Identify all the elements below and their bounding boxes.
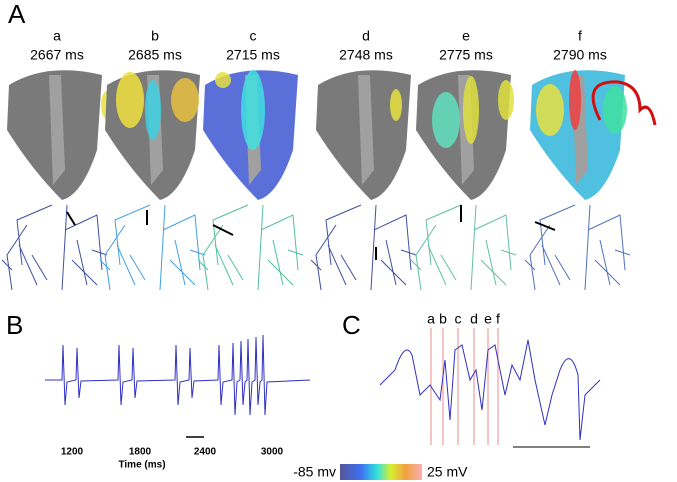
- marker-label: f: [496, 311, 500, 327]
- branches: [410, 204, 517, 291]
- frame-time: 2715 ms: [226, 47, 280, 63]
- branches: [99, 204, 206, 291]
- frame-letter: f: [578, 28, 582, 44]
- frame-letter: e: [462, 28, 470, 44]
- septum: [49, 75, 65, 185]
- purkinje-tree: [410, 204, 517, 291]
- colorbar-max: 25 mV: [427, 464, 468, 480]
- activation: [241, 70, 265, 150]
- tick-label: 1800: [129, 447, 152, 458]
- branches: [310, 204, 417, 291]
- marker-label: b: [439, 311, 447, 327]
- panel-label: C: [342, 310, 361, 340]
- frame-letter: c: [250, 28, 257, 44]
- branches: [524, 204, 631, 291]
- frame-letter: d: [362, 28, 370, 44]
- activation: [536, 84, 564, 136]
- arrow: [534, 221, 556, 231]
- frame-time: 2667 ms: [30, 47, 84, 63]
- marker-label: c: [455, 311, 462, 327]
- activation: [145, 80, 161, 140]
- activation: [390, 89, 402, 121]
- axis-label: Time (ms): [118, 460, 165, 471]
- frame-letter: a: [53, 28, 61, 44]
- reentry-arrow: [591, 80, 657, 126]
- frame-letter: b: [151, 28, 159, 44]
- tick-label: 3000: [261, 447, 284, 458]
- activation: [463, 76, 479, 144]
- marker-label: e: [484, 311, 492, 327]
- activation: [498, 80, 514, 120]
- tick-label: 2400: [194, 447, 217, 458]
- marker-label: d: [470, 311, 478, 327]
- activation: [432, 92, 460, 148]
- activation: [569, 70, 581, 130]
- activation: [603, 86, 627, 134]
- frame-time: 2775 ms: [439, 47, 493, 63]
- purkinje-tree: [99, 204, 206, 291]
- activation: [116, 72, 144, 128]
- activation: [171, 78, 199, 122]
- tick-label: 1200: [61, 447, 84, 458]
- arrow: [66, 211, 76, 226]
- branches: [197, 204, 304, 291]
- purkinje-tree: [310, 204, 417, 291]
- panel-label: B: [6, 310, 23, 340]
- frame-time: 2748 ms: [339, 47, 393, 63]
- colorbar-min: -85 mv: [293, 464, 336, 480]
- branches: [1, 204, 108, 291]
- frame-time: 2685 ms: [128, 47, 182, 63]
- colorbar: [340, 464, 422, 480]
- frames: a 2667 ms b 2685 ms c 2715 ms d 2748 ms e 2775 ms…: [1, 28, 657, 291]
- activation: [215, 72, 231, 88]
- frame-time: 2790 ms: [553, 47, 607, 63]
- septum: [358, 75, 374, 185]
- purkinje-tree: [1, 204, 108, 291]
- ecg-trace: [45, 334, 311, 416]
- purkinje-tree: [524, 204, 631, 291]
- arrow: [212, 224, 234, 236]
- panel-b: Time (ms) 1200 1800 2400 3000: [45, 334, 311, 471]
- purkinje-tree: [197, 204, 304, 291]
- marker-label: a: [427, 311, 435, 327]
- panel-label: A: [8, 0, 26, 29]
- ecg-trace: [379, 339, 601, 441]
